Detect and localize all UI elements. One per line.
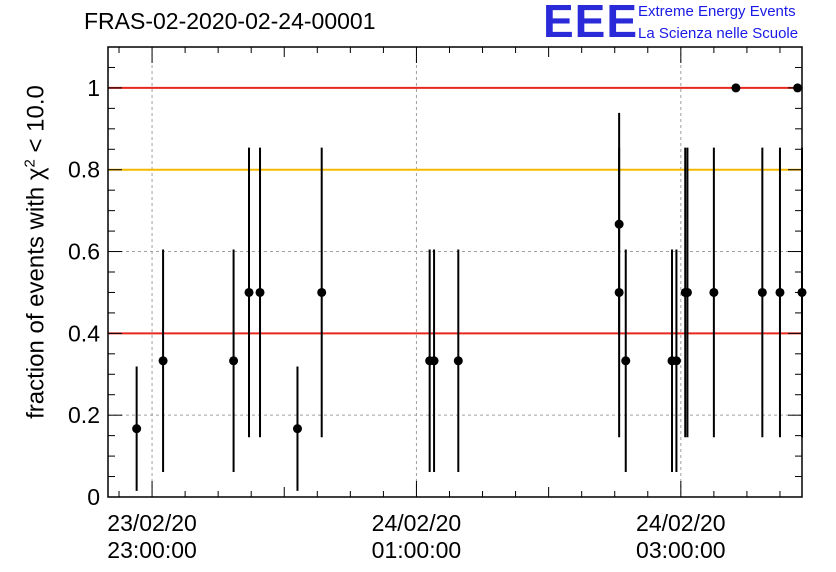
x-tick-label-date: 24/02/20	[372, 510, 462, 536]
data-point	[158, 356, 168, 366]
x-tick-label-time: 23:00:00	[107, 537, 197, 563]
x-tick-label-time: 01:00:00	[372, 537, 462, 563]
logo-line-1: Extreme Energy Events	[638, 3, 796, 20]
y-tick-label: 0.8	[68, 157, 100, 183]
data-point	[132, 424, 142, 434]
data-point	[797, 287, 807, 297]
x-tick-label-date: 23/02/20	[107, 510, 197, 536]
data-point	[775, 287, 785, 297]
plot-frame	[107, 46, 803, 498]
data-point	[229, 356, 239, 366]
y-tick-label: 0.2	[68, 402, 100, 428]
data-point	[614, 287, 624, 297]
data-point	[292, 424, 302, 434]
y-tick-label: 1	[87, 75, 100, 101]
y-tick-label: 0.4	[68, 320, 100, 346]
chart-title: FRAS-02-2020-02-24-00001	[84, 8, 376, 34]
data-point	[429, 356, 439, 366]
y-tick-label: 0.6	[68, 239, 100, 265]
data-point	[757, 287, 767, 297]
x-tick-label-time: 03:00:00	[636, 537, 726, 563]
data-point	[255, 287, 265, 297]
data-point	[793, 83, 803, 93]
x-tick-label-date: 24/02/20	[636, 510, 726, 536]
data-point	[709, 287, 719, 297]
data-point	[731, 83, 741, 93]
data-point	[671, 356, 681, 366]
y-tick-label: 0	[87, 484, 100, 510]
data-point	[453, 356, 463, 366]
data-point	[317, 287, 327, 297]
data-point	[621, 356, 631, 366]
logo-line-2: La Scienza nelle Scuole	[638, 25, 799, 42]
eee-logo: EEE	[543, 0, 639, 47]
data-point	[244, 287, 254, 297]
data-point	[682, 287, 692, 297]
